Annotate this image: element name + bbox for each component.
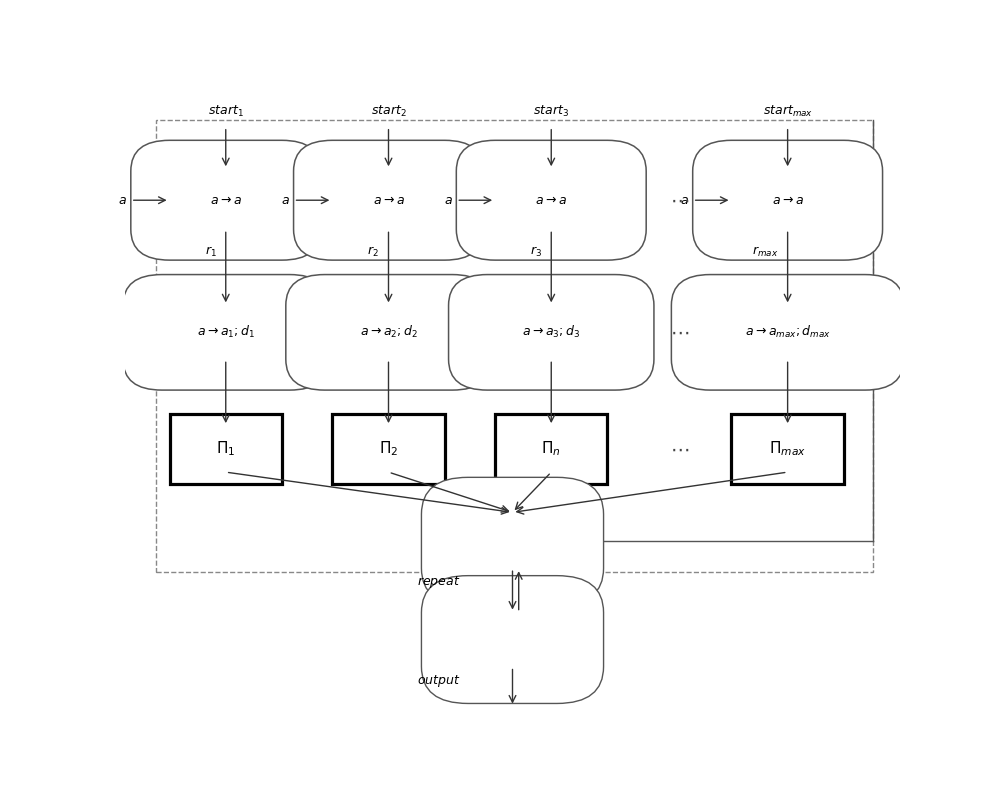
Text: $a \rightarrow a_{max}; d_{max}$: $a \rightarrow a_{max}; d_{max}$ [745, 324, 831, 341]
FancyBboxPatch shape [286, 275, 491, 390]
FancyBboxPatch shape [332, 413, 445, 484]
Text: $\Pi_2$: $\Pi_2$ [379, 440, 398, 458]
Text: $\mathit{output}$: $\mathit{output}$ [417, 673, 460, 689]
Text: $\mathit{r}_{3}$: $\mathit{r}_{3}$ [530, 245, 542, 259]
Text: $a \rightarrow a$: $a \rightarrow a$ [210, 194, 242, 207]
Text: $a$: $a$ [118, 194, 127, 207]
Text: $\mathit{start}_{3}$: $\mathit{start}_{3}$ [533, 104, 569, 119]
Text: $\Pi_1$: $\Pi_1$ [216, 440, 235, 458]
Text: $a \rightarrow a$: $a \rightarrow a$ [535, 194, 567, 207]
Text: $\mathit{repeat}$: $\mathit{repeat}$ [417, 575, 460, 591]
Text: $a \rightarrow a$: $a \rightarrow a$ [772, 194, 804, 207]
FancyBboxPatch shape [671, 275, 904, 390]
FancyBboxPatch shape [421, 575, 604, 704]
Text: $a \rightarrow a$: $a \rightarrow a$ [373, 194, 404, 207]
Text: $\mathit{start}_{1}$: $\mathit{start}_{1}$ [208, 104, 244, 119]
Text: $\cdots$: $\cdots$ [670, 191, 689, 210]
FancyBboxPatch shape [449, 275, 654, 390]
Text: $\Pi_n$: $\Pi_n$ [541, 440, 561, 458]
Text: $a$: $a$ [281, 194, 290, 207]
FancyBboxPatch shape [731, 413, 844, 484]
Text: $\mathit{r}_{max}$: $\mathit{r}_{max}$ [752, 245, 778, 259]
Text: $a$: $a$ [680, 194, 689, 207]
FancyBboxPatch shape [495, 413, 607, 484]
Text: $a$: $a$ [444, 194, 452, 207]
Text: $\mathit{r}_{2}$: $\mathit{r}_{2}$ [367, 245, 379, 259]
Text: $a \rightarrow a_2; d_2$: $a \rightarrow a_2; d_2$ [360, 324, 417, 341]
FancyBboxPatch shape [131, 140, 321, 260]
Text: $\mathit{r}_{1}$: $\mathit{r}_{1}$ [205, 245, 216, 259]
FancyBboxPatch shape [421, 477, 604, 605]
Text: $\cdots$: $\cdots$ [670, 323, 689, 342]
FancyBboxPatch shape [693, 140, 883, 260]
FancyBboxPatch shape [294, 140, 483, 260]
Text: $\mathit{start}_{max}$: $\mathit{start}_{max}$ [763, 104, 813, 119]
FancyBboxPatch shape [123, 275, 328, 390]
FancyBboxPatch shape [170, 413, 282, 484]
Text: $\cdots$: $\cdots$ [670, 440, 689, 459]
Text: $a \rightarrow a_3; d_3$: $a \rightarrow a_3; d_3$ [522, 324, 580, 341]
Text: $\mathit{start}_{2}$: $\mathit{start}_{2}$ [371, 104, 406, 119]
FancyBboxPatch shape [456, 140, 646, 260]
Text: $\Pi_{max}$: $\Pi_{max}$ [769, 440, 806, 458]
Text: $a \rightarrow a_1; d_1$: $a \rightarrow a_1; d_1$ [197, 324, 255, 341]
